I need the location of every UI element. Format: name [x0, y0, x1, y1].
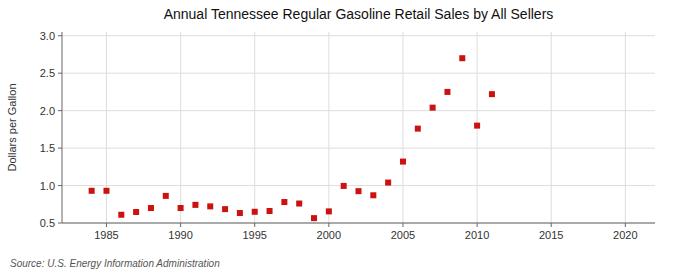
grid-line [402, 32, 403, 223]
y-tick-label: 3.0 [40, 30, 55, 42]
x-tick [477, 223, 478, 227]
point [252, 209, 258, 215]
point [415, 126, 421, 132]
x-tick [625, 223, 626, 227]
point [281, 199, 287, 205]
point [192, 202, 198, 208]
point [163, 193, 169, 199]
point [237, 210, 243, 216]
x-tick-label: 2015 [539, 229, 563, 241]
y-tick-label: 2.0 [40, 105, 55, 117]
grid-line [254, 32, 255, 223]
y-tick [58, 148, 62, 149]
point [133, 209, 139, 215]
y-axis: 0.5 1.0 1.5 2.0 2.5 3.0 [40, 30, 62, 229]
point [178, 205, 184, 211]
point [326, 208, 332, 214]
source-note: Source: U.S. Energy Information Administ… [10, 258, 220, 269]
x-tick [180, 223, 181, 227]
grid-line [180, 32, 181, 223]
x-tick [551, 223, 552, 227]
point [89, 188, 95, 194]
x-tick [402, 223, 403, 227]
y-tick [58, 185, 62, 186]
point [341, 183, 347, 189]
point [474, 123, 480, 129]
grid-line [62, 73, 655, 74]
x-tick-label: 1990 [168, 229, 192, 241]
x-tick-label: 2005 [391, 229, 415, 241]
x-tick-label: 1985 [94, 229, 118, 241]
points [89, 55, 495, 221]
point [222, 206, 228, 212]
point [118, 212, 124, 218]
chart: 1985 1990 1995 2000 2005 2010 2015 2020 0.5 1.0 1.… [0, 0, 675, 275]
y-tick [58, 35, 62, 36]
point [356, 188, 362, 194]
grid-line [62, 110, 655, 111]
title: Annual Tennessee Regular Gasoline Retail… [164, 6, 554, 22]
point [444, 89, 450, 95]
x-tick [328, 223, 329, 227]
point [400, 159, 406, 165]
grid [62, 32, 655, 223]
y-tick [58, 223, 62, 224]
point [430, 105, 436, 111]
x-tick-label: 2010 [465, 229, 489, 241]
grid-line [625, 32, 626, 223]
point [370, 192, 376, 198]
point [207, 203, 213, 209]
x-tick [106, 223, 107, 227]
grid-line [328, 32, 329, 223]
y-tick-label: 2.5 [40, 67, 55, 79]
x-tick-label: 1995 [242, 229, 266, 241]
y-tick [58, 110, 62, 111]
y-axis-label: Dollars per Gallon [6, 83, 18, 171]
point [267, 208, 273, 214]
point [296, 201, 302, 207]
point [459, 55, 465, 61]
grid-line [106, 32, 107, 223]
grid-line [62, 148, 655, 149]
point [311, 215, 317, 221]
x-axis-line [62, 223, 655, 224]
point [148, 205, 154, 211]
y-axis-line [62, 32, 63, 223]
grid-line [62, 185, 655, 186]
point [385, 180, 391, 186]
x-axis: 1985 1990 1995 2000 2005 2010 2015 2020 [94, 223, 637, 241]
y-tick [58, 73, 62, 74]
grid-line [551, 32, 552, 223]
x-tick-label: 2000 [317, 229, 341, 241]
y-tick-label: 1.5 [40, 142, 55, 154]
y-tick-label: 0.5 [40, 217, 55, 229]
grid-line [62, 223, 655, 224]
y-tick-label: 1.0 [40, 180, 55, 192]
x-tick [254, 223, 255, 227]
x-tick-label: 2020 [613, 229, 637, 241]
point [103, 188, 109, 194]
point [489, 91, 495, 97]
grid-line [62, 35, 655, 36]
